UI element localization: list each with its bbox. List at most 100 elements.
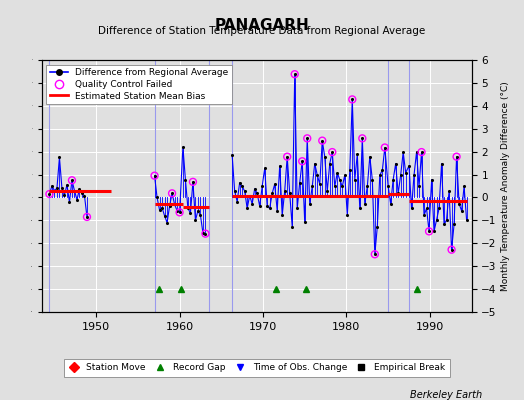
- Point: [346, 167, 354, 174]
- Point: [201, 230, 210, 237]
- Point: [50, 187, 59, 194]
- Point: [389, 176, 397, 183]
- Point: [288, 224, 297, 230]
- Point: [462, 217, 471, 223]
- Point: [328, 149, 336, 155]
- Point: [176, 209, 184, 216]
- Point: [63, 182, 71, 188]
- Point: [199, 230, 207, 236]
- Text: Difference of Station Temperature Data from Regional Average: Difference of Station Temperature Data f…: [99, 26, 425, 36]
- Point: [45, 191, 53, 197]
- Point: [191, 217, 200, 224]
- Point: [378, 167, 387, 174]
- Point: [186, 210, 194, 216]
- Point: [315, 181, 324, 187]
- Point: [58, 185, 66, 192]
- Point: [260, 165, 269, 171]
- Point: [391, 160, 400, 167]
- Point: [263, 203, 271, 209]
- Point: [170, 201, 179, 208]
- Point: [256, 203, 264, 209]
- Point: [48, 183, 56, 189]
- Point: [351, 176, 359, 183]
- Point: [66, 199, 74, 205]
- Point: [438, 160, 446, 167]
- Point: [296, 179, 304, 186]
- Point: [184, 205, 192, 212]
- Point: [343, 212, 352, 218]
- Point: [83, 214, 91, 220]
- Point: [373, 224, 381, 230]
- Point: [238, 183, 246, 190]
- Point: [430, 228, 438, 234]
- Point: [73, 196, 81, 203]
- Point: [228, 152, 236, 158]
- Point: [283, 154, 291, 160]
- Point: [68, 177, 76, 184]
- Point: [250, 186, 259, 192]
- Point: [194, 208, 202, 214]
- Point: [313, 172, 321, 178]
- Point: [455, 201, 463, 207]
- Point: [450, 221, 458, 228]
- Point: [331, 183, 339, 190]
- Point: [358, 135, 366, 142]
- Point: [201, 230, 210, 237]
- Point: [440, 221, 448, 228]
- Point: [301, 219, 309, 225]
- Point: [311, 160, 319, 167]
- Point: [328, 149, 336, 155]
- Point: [45, 191, 53, 197]
- Point: [452, 154, 461, 160]
- Y-axis label: Monthly Temperature Anomaly Difference (°C): Monthly Temperature Anomaly Difference (…: [501, 81, 510, 291]
- Point: [290, 71, 299, 78]
- Legend: Difference from Regional Average, Quality Control Failed, Estimated Station Mean: Difference from Regional Average, Qualit…: [47, 64, 232, 104]
- Point: [83, 214, 91, 220]
- Point: [243, 205, 252, 212]
- Point: [399, 149, 407, 155]
- Point: [405, 163, 413, 169]
- Point: [181, 176, 190, 183]
- Point: [415, 183, 423, 190]
- Point: [241, 188, 249, 194]
- Point: [410, 172, 418, 178]
- Point: [380, 144, 389, 151]
- Point: [363, 183, 372, 190]
- Point: [368, 176, 377, 183]
- Point: [445, 188, 453, 194]
- Point: [425, 228, 433, 234]
- Point: [435, 205, 443, 212]
- Point: [425, 228, 433, 234]
- Point: [318, 138, 326, 144]
- Point: [308, 183, 316, 190]
- Point: [235, 179, 244, 186]
- Point: [53, 185, 61, 192]
- Point: [376, 172, 384, 178]
- Point: [189, 179, 197, 185]
- Point: [80, 192, 89, 199]
- Point: [270, 181, 279, 187]
- Point: [333, 170, 342, 176]
- Point: [245, 192, 254, 199]
- Point: [321, 154, 329, 160]
- Point: [189, 179, 197, 185]
- Point: [166, 203, 174, 209]
- Point: [173, 208, 181, 214]
- Point: [358, 135, 366, 142]
- Point: [280, 188, 289, 194]
- Text: Berkeley Earth: Berkeley Earth: [410, 390, 482, 400]
- Point: [397, 172, 405, 178]
- Point: [325, 160, 334, 167]
- Point: [353, 151, 362, 158]
- Point: [348, 96, 356, 103]
- Point: [348, 96, 356, 103]
- Point: [422, 205, 431, 212]
- Point: [452, 154, 461, 160]
- Point: [384, 183, 392, 190]
- Point: [303, 135, 311, 142]
- Legend: Station Move, Record Gap, Time of Obs. Change, Empirical Break: Station Move, Record Gap, Time of Obs. C…: [64, 359, 450, 377]
- Point: [370, 251, 379, 258]
- Point: [168, 190, 176, 196]
- Point: [278, 212, 287, 218]
- Point: [370, 251, 379, 258]
